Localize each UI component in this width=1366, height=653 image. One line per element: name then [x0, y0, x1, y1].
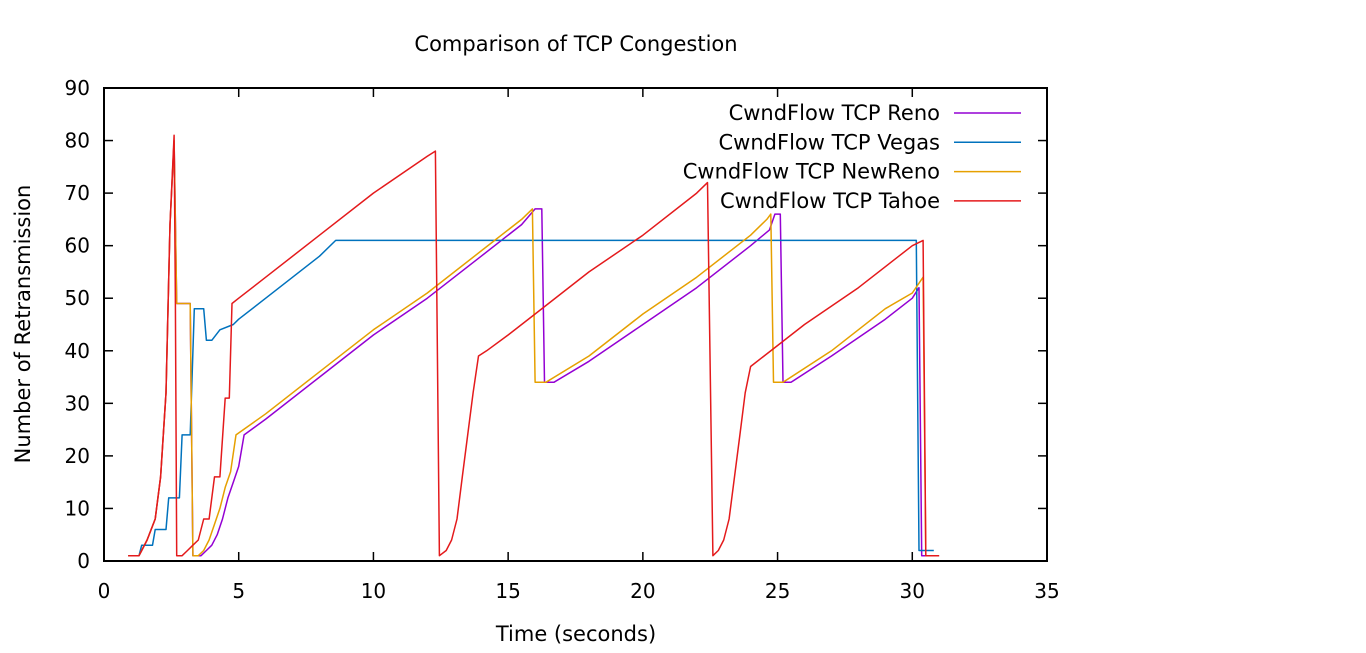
chart-title: Comparison of TCP Congestion	[414, 32, 737, 56]
y-tick-label: 10	[65, 496, 90, 520]
y-tick-label: 80	[65, 129, 90, 153]
x-tick-label: 5	[232, 579, 245, 603]
y-tick-label: 70	[65, 181, 90, 205]
legend-label-cwndflow-tcp-newreno: CwndFlow TCP NewReno	[683, 160, 940, 184]
legend-label-cwndflow-tcp-tahoe: CwndFlow TCP Tahoe	[720, 189, 940, 213]
y-axis-label: Number of Retransmission	[11, 185, 35, 464]
legend-label-cwndflow-tcp-vegas: CwndFlow TCP Vegas	[719, 130, 940, 154]
y-tick-label: 60	[65, 234, 90, 258]
y-tick-label: 40	[65, 339, 90, 363]
plot-frame	[103, 87, 1048, 562]
legend-label-cwndflow-tcp-reno: CwndFlow TCP Reno	[729, 101, 940, 125]
series-line-cwndflow-tcp-vegas	[128, 239, 934, 557]
y-tick-label: 0	[77, 549, 90, 573]
y-tick-label: 50	[65, 286, 90, 310]
x-tick-label: 30	[900, 579, 925, 603]
series-lines	[128, 134, 940, 557]
y-tick-label: 20	[65, 444, 90, 468]
axes: 0 5 10 15 20 25 30 35 0 10 20 30 40 50 60 70 80 90	[65, 76, 1060, 603]
legend: CwndFlow TCP Reno CwndFlow TCP Vegas CwndF…	[683, 101, 1021, 213]
x-tick-label: 15	[495, 579, 520, 603]
series-line-cwndflow-tcp-tahoe	[128, 134, 940, 557]
x-tick-label: 0	[98, 579, 111, 603]
x-tick-label: 35	[1034, 579, 1059, 603]
y-tick-label: 90	[65, 76, 90, 100]
x-tick-label: 20	[630, 579, 655, 603]
x-tick-label: 25	[765, 579, 790, 603]
x-tick-label: 10	[361, 579, 386, 603]
x-axis-label: Time (seconds)	[495, 622, 656, 646]
y-tick-label: 30	[65, 391, 90, 415]
